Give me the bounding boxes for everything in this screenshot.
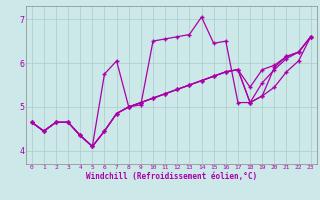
X-axis label: Windchill (Refroidissement éolien,°C): Windchill (Refroidissement éolien,°C) [86,172,257,181]
